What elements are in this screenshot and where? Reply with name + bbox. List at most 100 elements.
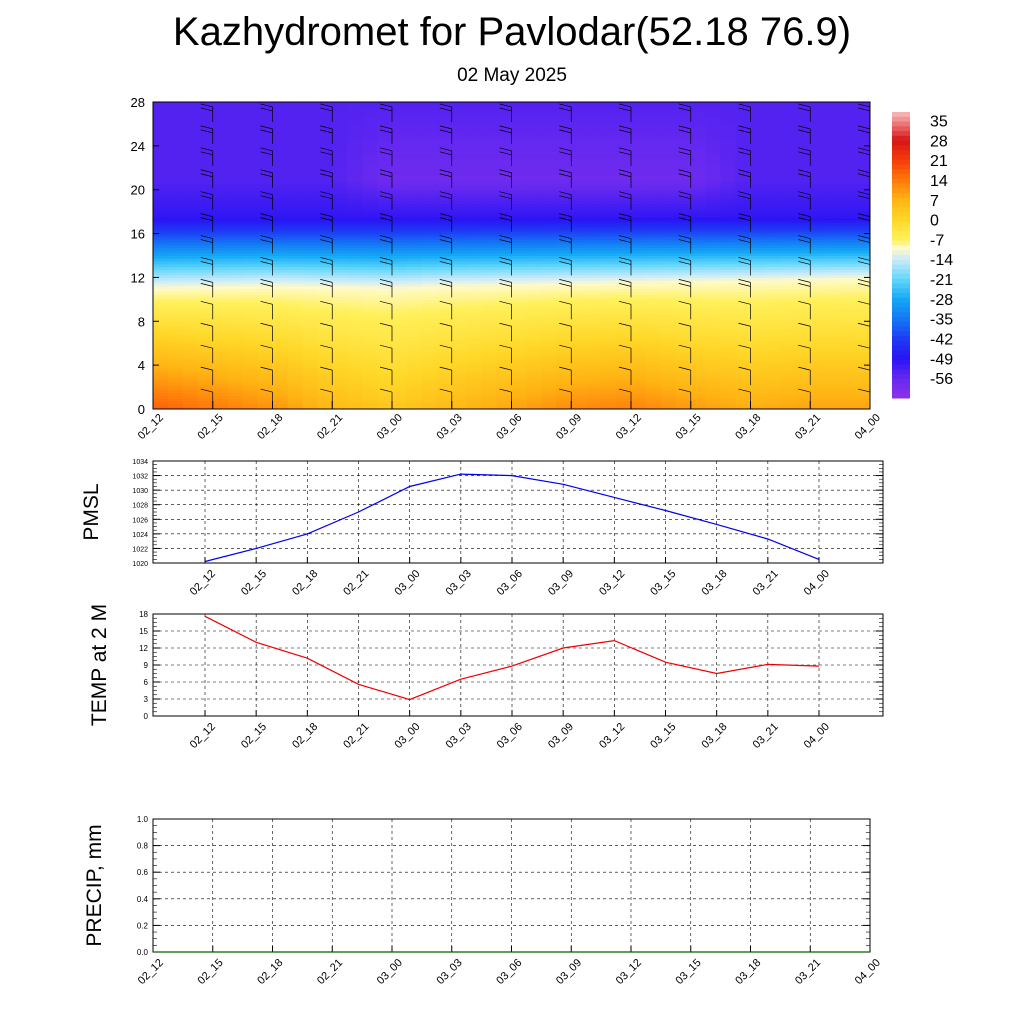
heatmap-cell bbox=[272, 156, 289, 161]
heatmap-cell bbox=[197, 250, 214, 254]
heatmap-cell bbox=[571, 230, 587, 235]
heatmap-cell bbox=[541, 269, 557, 273]
heatmap-cell bbox=[496, 206, 513, 210]
heatmap-cell bbox=[332, 299, 348, 303]
heatmap-cell bbox=[257, 156, 274, 161]
heatmap-cell bbox=[496, 280, 513, 284]
heatmap-cell bbox=[705, 173, 722, 177]
heatmap-cell bbox=[227, 184, 244, 188]
heatmap-cell bbox=[645, 225, 662, 229]
heatmap-cell bbox=[705, 159, 722, 163]
heatmap-cell bbox=[541, 181, 557, 185]
heatmap-cell bbox=[332, 181, 348, 185]
heatmap-cell bbox=[347, 354, 363, 358]
heatmap-cell bbox=[571, 184, 587, 188]
heatmap-cell bbox=[511, 156, 528, 161]
heatmap-cell bbox=[227, 110, 244, 114]
heatmap-cell bbox=[541, 250, 557, 254]
heatmap-cell bbox=[720, 170, 737, 174]
heatmap-cell bbox=[257, 241, 274, 246]
heatmap-cell bbox=[601, 211, 617, 215]
heatmap-cell bbox=[227, 373, 244, 377]
heatmap-cell bbox=[631, 258, 647, 262]
heatmap-cell bbox=[197, 318, 214, 322]
heatmap-cell bbox=[541, 384, 557, 388]
heatmap-cell bbox=[451, 337, 468, 342]
heatmap-cell bbox=[690, 203, 707, 207]
heatmap-cell bbox=[302, 329, 318, 333]
heatmap-cell bbox=[601, 178, 617, 183]
heatmap-cell bbox=[645, 217, 662, 221]
heatmap-cell bbox=[347, 406, 363, 409]
heatmap-cell bbox=[287, 143, 303, 147]
heatmap-cell bbox=[526, 189, 542, 194]
heatmap-cell bbox=[645, 192, 662, 196]
heatmap-cell bbox=[705, 378, 722, 383]
heatmap-cell bbox=[750, 137, 767, 141]
heatmap-cell bbox=[481, 373, 498, 377]
heatmap-cell bbox=[795, 197, 811, 202]
heatmap-cell bbox=[511, 102, 528, 106]
heatmap-cell bbox=[332, 389, 348, 394]
heatmap-cell bbox=[616, 337, 632, 342]
heatmap-cell bbox=[675, 219, 692, 224]
heatmap-cell bbox=[287, 200, 303, 205]
heatmap-cell bbox=[526, 307, 542, 311]
heatmap-cell bbox=[242, 274, 259, 279]
heatmap-cell bbox=[496, 181, 513, 185]
heatmap-cell bbox=[765, 356, 781, 361]
heatmap-cell bbox=[287, 263, 303, 268]
heatmap-cell bbox=[182, 211, 199, 215]
heatmap-cell bbox=[735, 395, 752, 399]
heatmap-cell bbox=[750, 269, 767, 273]
heatmap-cell bbox=[511, 219, 528, 224]
heatmap-cell bbox=[406, 211, 423, 215]
heatmap-cell bbox=[795, 266, 811, 270]
heatmap-cell bbox=[377, 252, 393, 257]
heatmap-cell bbox=[720, 222, 737, 226]
heatmap-cell bbox=[332, 392, 348, 396]
heatmap-cell bbox=[631, 310, 647, 314]
heatmap-cell bbox=[526, 181, 542, 185]
heatmap-cell bbox=[182, 406, 199, 409]
heatmap-cell bbox=[586, 403, 602, 407]
heatmap-cell bbox=[675, 184, 692, 188]
heatmap-cell bbox=[675, 384, 692, 388]
heatmap-cell bbox=[242, 195, 259, 199]
heatmap-cell bbox=[571, 373, 587, 377]
heatmap-cell bbox=[227, 370, 244, 374]
heatmap-cell bbox=[436, 206, 453, 210]
heatmap-cell bbox=[616, 359, 632, 363]
heatmap-cell bbox=[421, 145, 438, 150]
heatmap-cell bbox=[616, 370, 632, 374]
heatmap-cell bbox=[466, 340, 483, 344]
heatmap-cell bbox=[227, 200, 244, 205]
heatmap-cell bbox=[466, 126, 483, 131]
heatmap-cell bbox=[720, 189, 737, 194]
heatmap-cell bbox=[392, 129, 408, 133]
heatmap-cell bbox=[705, 228, 722, 232]
heatmap-cell bbox=[526, 151, 542, 155]
heatmap-cell bbox=[242, 154, 259, 158]
heatmap-cell bbox=[720, 252, 737, 257]
heatmap-cell bbox=[167, 354, 184, 358]
heatmap-cell bbox=[167, 324, 184, 328]
heatmap-cell bbox=[526, 241, 542, 246]
heatmap-cell bbox=[705, 214, 722, 218]
heatmap-cell bbox=[377, 247, 393, 251]
heatmap-cell bbox=[496, 296, 513, 300]
heatmap-cell bbox=[182, 398, 199, 402]
heatmap-cell bbox=[511, 387, 528, 391]
heatmap-cell bbox=[601, 334, 617, 339]
heatmap-cell bbox=[302, 118, 318, 122]
heatmap-cell bbox=[750, 345, 767, 350]
heatmap-cell bbox=[795, 359, 811, 363]
heatmap-cell bbox=[780, 384, 796, 388]
heatmap-cell bbox=[616, 269, 632, 273]
heatmap-cell bbox=[436, 247, 453, 251]
heatmap-cell bbox=[227, 313, 244, 317]
heatmap-cell bbox=[227, 197, 244, 202]
heatmap-cell bbox=[332, 123, 348, 128]
heatmap-cell bbox=[675, 271, 692, 276]
heatmap-cell bbox=[526, 365, 542, 369]
